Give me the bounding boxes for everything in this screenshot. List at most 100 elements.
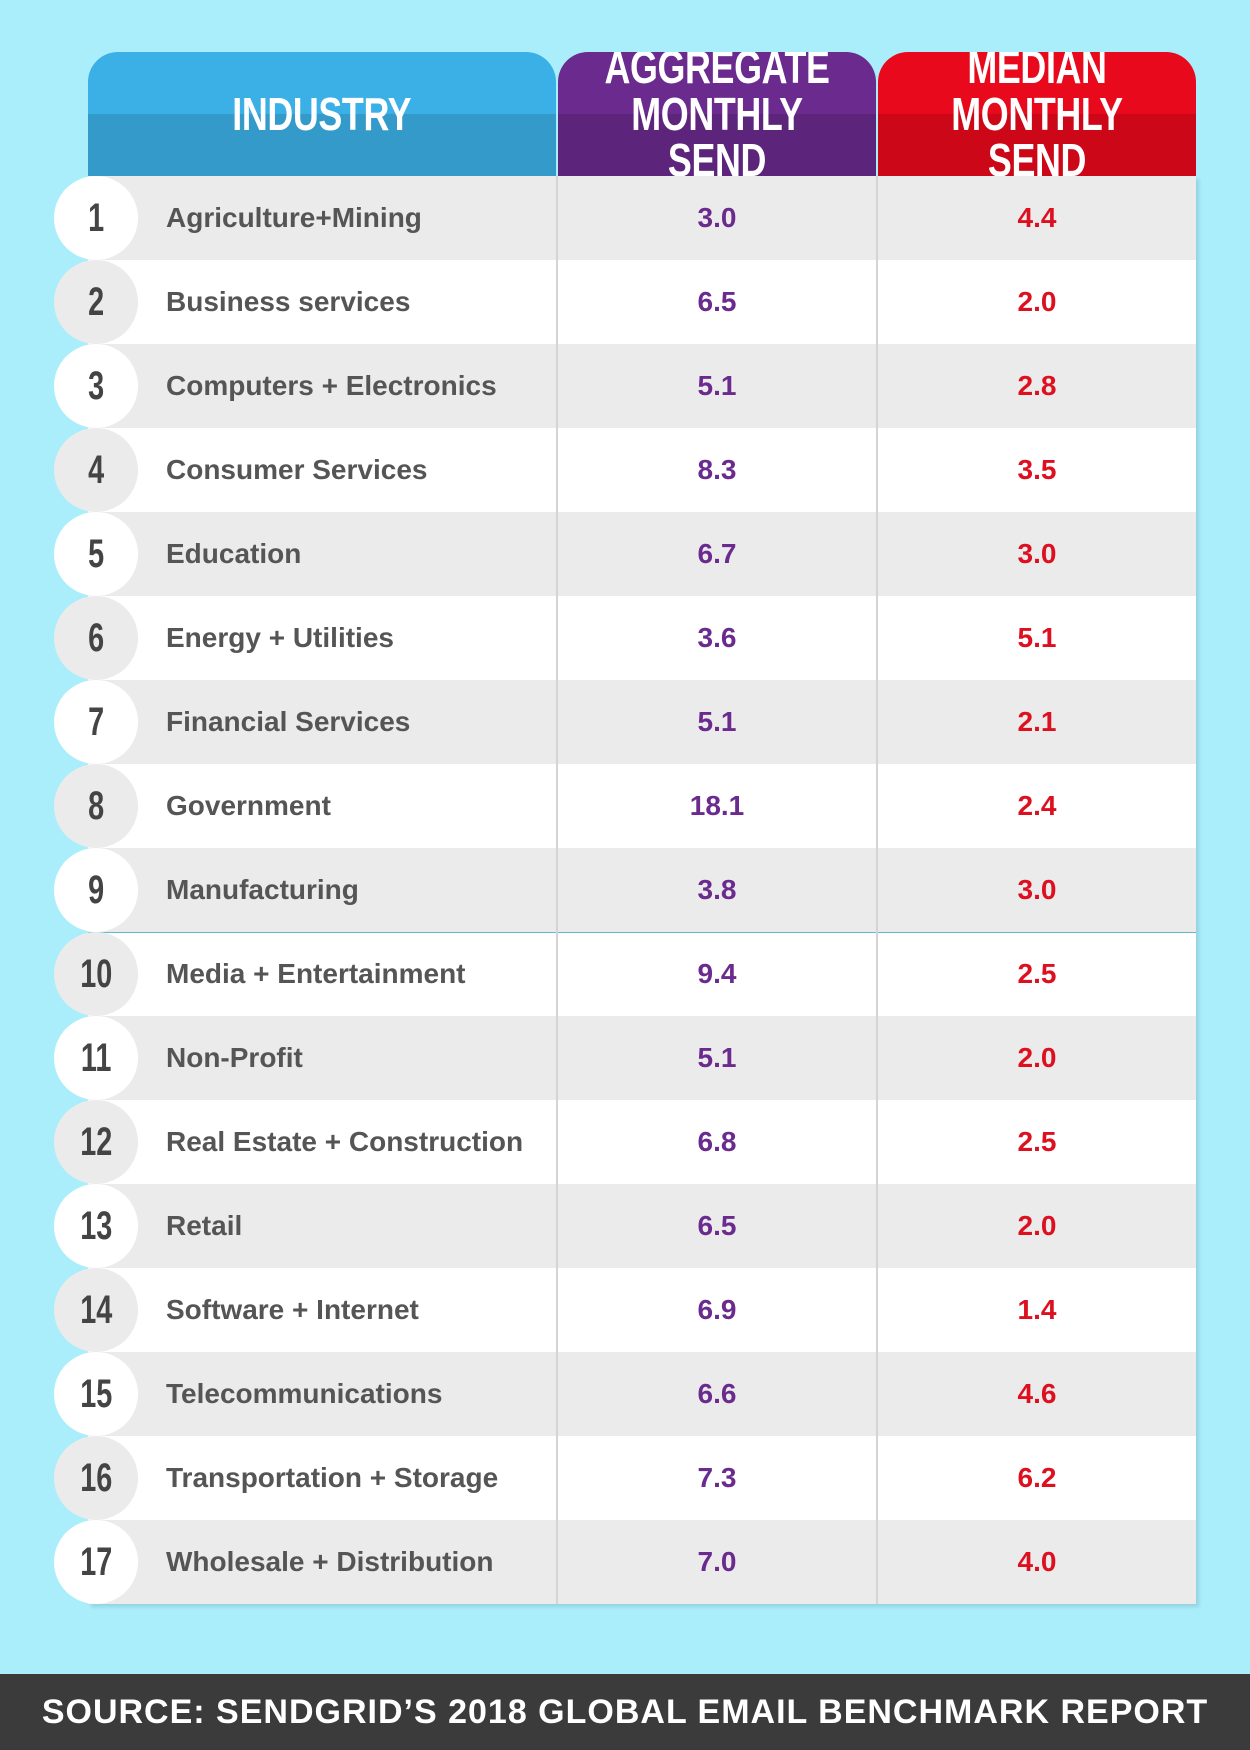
median-value-cell: 3.5 bbox=[1017, 454, 1057, 485]
median-value-cell: 2.8 bbox=[1017, 370, 1057, 401]
table-row: 17 Wholesale + Distribution 7.0 4.0 bbox=[54, 1520, 1196, 1604]
industry-cell: Media + Entertainment bbox=[166, 958, 466, 989]
column-divider bbox=[556, 512, 558, 596]
source-text: SOURCE: SENDGRID’S 2018 GLOBAL EMAIL BEN… bbox=[41, 1692, 1209, 1731]
industry-cell: Agriculture+Mining bbox=[166, 202, 422, 233]
median-header-line1: MEDIAN bbox=[967, 52, 1107, 93]
column-divider bbox=[556, 1184, 558, 1268]
aggregate-value-cell: 6.6 bbox=[697, 1378, 737, 1409]
table-row: 2 Business services 6.5 2.0 bbox=[54, 260, 1196, 344]
industry-cell: Transportation + Storage bbox=[166, 1462, 499, 1493]
median-header-label: MEDIAN MONTHLY SEND bbox=[913, 52, 1161, 176]
rank-badge: 1 bbox=[54, 176, 138, 260]
rank-number: 5 bbox=[87, 531, 105, 576]
rank-badge: 9 bbox=[54, 848, 138, 932]
median-value-cell: 4.0 bbox=[1017, 1546, 1057, 1577]
table-header: INDUSTRY AGGREGATE MONTHLY SEND MEDIAN M… bbox=[88, 52, 1196, 176]
column-divider bbox=[876, 344, 878, 428]
table-row: 3 Computers + Electronics 5.1 2.8 bbox=[54, 344, 1196, 428]
aggregate-value-cell: 6.5 bbox=[697, 1210, 737, 1241]
table-row: 10 Media + Entertainment 9.4 2.5 bbox=[54, 932, 1196, 1016]
rank-badge: 4 bbox=[54, 428, 138, 512]
industry-cell: Non-Profit bbox=[166, 1042, 303, 1073]
aggregate-value-cell: 9.4 bbox=[697, 958, 737, 989]
industry-cell: Retail bbox=[166, 1210, 243, 1241]
aggregate-value-cell: 5.1 bbox=[697, 370, 737, 401]
rank-badge: 14 bbox=[54, 1268, 138, 1352]
rank-number: 9 bbox=[87, 867, 105, 912]
industry-cell: Manufacturing bbox=[166, 874, 359, 905]
rank-number: 15 bbox=[79, 1371, 113, 1416]
column-divider bbox=[556, 260, 558, 344]
column-divider bbox=[876, 764, 878, 848]
median-value-cell: 6.2 bbox=[1017, 1462, 1057, 1493]
rank-number: 2 bbox=[87, 279, 105, 324]
median-value-cell: 5.1 bbox=[1017, 622, 1057, 653]
table-row: 1 Agriculture+Mining 3.0 4.4 bbox=[54, 176, 1196, 260]
column-divider bbox=[876, 1268, 878, 1352]
table-row: 15 Telecommunications 6.6 4.6 bbox=[54, 1352, 1196, 1436]
column-divider bbox=[556, 680, 558, 764]
column-divider bbox=[556, 596, 558, 680]
rank-badge: 15 bbox=[54, 1352, 138, 1436]
aggregate-value-cell: 5.1 bbox=[697, 1042, 737, 1073]
benchmark-table: INDUSTRY AGGREGATE MONTHLY SEND MEDIAN M… bbox=[54, 52, 1196, 1604]
aggregate-value-cell: 8.3 bbox=[697, 454, 737, 485]
column-divider bbox=[876, 260, 878, 344]
industry-cell: Consumer Services bbox=[166, 454, 428, 485]
median-value-cell: 2.1 bbox=[1017, 706, 1057, 737]
rank-number: 10 bbox=[79, 951, 113, 996]
column-divider bbox=[556, 764, 558, 848]
table-row: 13 Retail 6.5 2.0 bbox=[54, 1184, 1196, 1268]
column-divider bbox=[876, 680, 878, 764]
rank-number: 11 bbox=[80, 1035, 112, 1080]
rank-badge: 6 bbox=[54, 596, 138, 680]
rank-number: 17 bbox=[79, 1539, 113, 1584]
industry-cell: Wholesale + Distribution bbox=[166, 1546, 494, 1577]
column-divider bbox=[556, 176, 558, 260]
rank-badge: 12 bbox=[54, 1100, 138, 1184]
column-divider bbox=[876, 1352, 878, 1436]
median-value-cell: 1.4 bbox=[1017, 1294, 1057, 1325]
rank-number: 7 bbox=[87, 699, 105, 744]
rank-number: 1 bbox=[87, 195, 105, 240]
column-divider bbox=[876, 848, 878, 932]
median-value-cell: 2.0 bbox=[1017, 286, 1057, 317]
column-divider bbox=[556, 1520, 558, 1604]
column-divider bbox=[556, 1436, 558, 1520]
rank-number: 6 bbox=[87, 615, 105, 660]
rank-number: 13 bbox=[79, 1203, 113, 1248]
column-divider bbox=[556, 848, 558, 932]
aggregate-value-cell: 7.0 bbox=[697, 1546, 737, 1577]
aggregate-header-line1: AGGREGATE bbox=[604, 52, 830, 93]
aggregate-value-cell: 6.9 bbox=[697, 1294, 737, 1325]
column-divider bbox=[556, 428, 558, 512]
rank-badge: 16 bbox=[54, 1436, 138, 1520]
median-value-cell: 3.0 bbox=[1017, 874, 1057, 905]
rank-badge: 11 bbox=[54, 1016, 138, 1100]
rank-number: 12 bbox=[79, 1119, 113, 1164]
rank-number: 8 bbox=[87, 783, 105, 828]
rank-badge: 13 bbox=[54, 1184, 138, 1268]
industry-cell: Education bbox=[166, 538, 302, 569]
row-separator bbox=[88, 932, 1196, 933]
table-row: 4 Consumer Services 8.3 3.5 bbox=[54, 428, 1196, 512]
median-header-line2: MONTHLY SEND bbox=[951, 87, 1123, 176]
column-divider bbox=[556, 1268, 558, 1352]
table-row: 11 Non-Profit 5.1 2.0 bbox=[54, 1016, 1196, 1100]
industry-cell: Real Estate + Construction bbox=[166, 1126, 524, 1157]
aggregate-value-cell: 7.3 bbox=[697, 1462, 737, 1493]
industry-column-header: INDUSTRY bbox=[88, 52, 556, 176]
rank-number: 16 bbox=[79, 1455, 113, 1500]
industry-cell: Financial Services bbox=[166, 706, 411, 737]
rank-badge: 17 bbox=[54, 1520, 138, 1604]
column-divider bbox=[876, 1016, 878, 1100]
industry-cell: Energy + Utilities bbox=[166, 622, 394, 653]
table-row: 16 Transportation + Storage 7.3 6.2 bbox=[54, 1436, 1196, 1520]
column-divider bbox=[556, 344, 558, 428]
median-value-cell: 4.6 bbox=[1017, 1378, 1057, 1409]
industry-cell: Telecommunications bbox=[166, 1378, 443, 1409]
median-value-cell: 3.0 bbox=[1017, 538, 1057, 569]
industry-header-label: INDUSTRY bbox=[232, 87, 412, 140]
column-divider bbox=[556, 1016, 558, 1100]
